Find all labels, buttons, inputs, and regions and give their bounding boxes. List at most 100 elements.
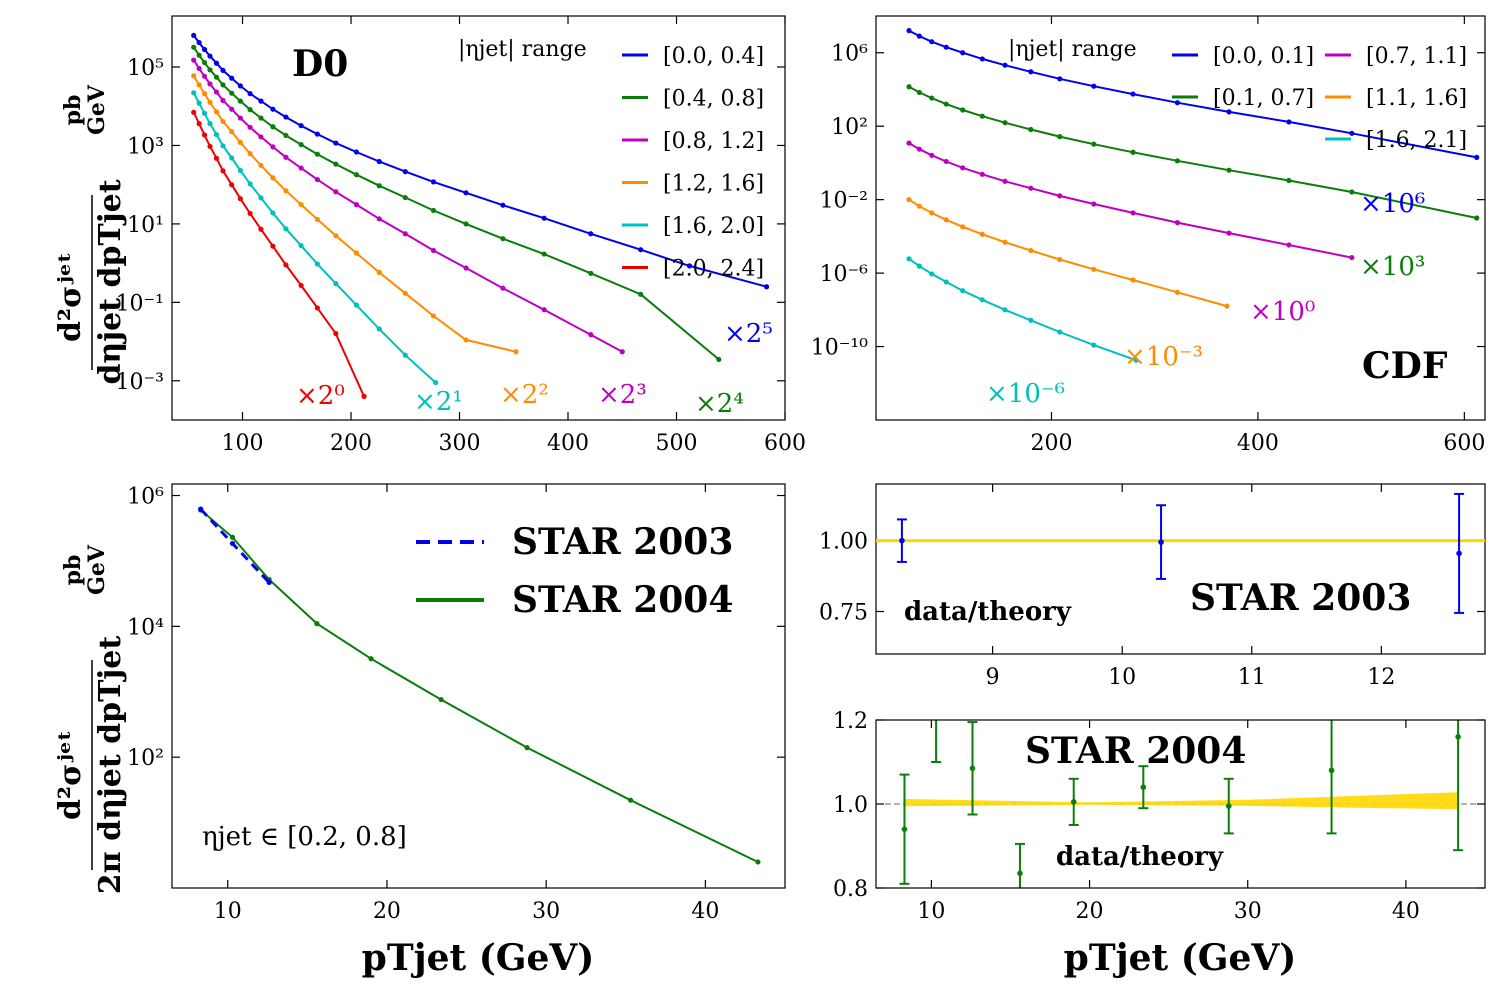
data-point [213,60,220,66]
data-point [1226,167,1232,173]
data-point [1286,177,1292,184]
legend-entry: [1.1, 1.6] [1366,86,1467,111]
data-point [191,73,197,79]
y-tick-label: 0.8 [833,877,868,902]
series-line-5 [192,111,365,397]
y-tick-label: 10⁻¹⁰ [811,336,868,361]
data-point [960,50,966,56]
data-point [314,176,320,183]
data-point [201,91,208,97]
x-tick-label: 12 [1367,665,1395,690]
data-point [1474,215,1480,221]
data-point [376,158,382,165]
data-point [298,282,304,289]
y-tick-label: 10² [127,746,164,771]
data-point [500,202,506,208]
panel-star: 10 20 30 40 10⁶ 10⁴ 10² STAR 2003 STAR 2004 ηjet … [127,483,786,924]
plot-frame [875,483,1486,655]
data-point [237,115,243,121]
y-tick-label: 0.75 [819,601,868,626]
data-point [237,98,243,104]
data-point [916,89,922,96]
data-point [270,243,276,249]
series-line-3 [908,198,1228,308]
data-point [960,165,966,171]
data-point [207,81,213,87]
data-point [627,797,634,803]
data-point [333,233,339,239]
data-point [283,154,289,160]
data-point [1130,91,1136,97]
data-point [201,110,208,116]
panel-cdf: 200 400 600 10⁶ 10² 10⁻² 10⁻⁶ 10⁻¹⁰ CDF |ηjet| ra… [811,15,1486,456]
data-point [1174,289,1181,295]
data-point [541,251,547,257]
series-line-2 [908,142,1352,259]
x-tick-label: 10 [917,899,945,924]
data-point [198,506,204,512]
x-axis-label-right: pTjet (GeV) [1064,937,1297,979]
series-line-0 [908,29,1477,159]
ratio-panel-title: STAR 2004 [1025,730,1246,772]
x-tick-label: 30 [532,899,560,924]
data-point [979,231,985,237]
data-point [247,210,253,217]
data-point [906,140,912,146]
data-point [916,33,922,39]
data-point [229,155,235,161]
y-tick-label: 10⁻² [820,189,868,214]
ratio-panel-sublabel: data/theory [904,597,1072,627]
legend-entry: [1.6, 2.0] [663,214,764,239]
data-point [258,226,264,232]
series-line-4 [192,92,437,384]
legend-entry: [0.1, 0.7] [1213,86,1314,111]
x-tick-label: 11 [1238,665,1266,690]
data-point [979,56,985,62]
x-tick-label: 20 [373,899,401,924]
x-tick-label: 400 [547,431,589,456]
data-point [333,281,339,287]
data-point [207,67,213,73]
data-point [298,123,304,129]
data-point [201,46,208,53]
data-point [1057,134,1063,140]
data-point [229,540,236,547]
data-point [314,151,320,157]
data-point [1091,201,1097,207]
x-tick-label: 500 [656,431,698,456]
data-point [333,161,339,167]
plot-frame [875,15,1486,421]
theory-uncertainty-band [904,792,1459,810]
data-point [298,142,304,148]
data-point [229,90,235,96]
data-point [906,197,912,203]
theory-uncertainty-band [876,539,1485,543]
x-tick-label: 400 [1237,431,1279,456]
data-point [353,302,360,308]
data-point [943,279,949,285]
y-axis-label-bottom-unit-numerator: pb [60,555,86,586]
legend-entry: [0.7, 1.1] [1366,44,1467,69]
data-point [213,155,220,161]
legend-entry: [0.8, 1.2] [663,129,764,154]
series-line-0 [199,508,271,584]
data-point [463,265,469,271]
data-point [1224,303,1230,309]
data-point [314,131,320,137]
scale-factor-label: ×2⁵ [724,319,773,349]
data-point [353,250,360,256]
y-tick-label: 10³ [127,134,164,159]
data-point [201,73,208,79]
scale-factor-label: ×10⁶ [1360,189,1425,219]
plot-frame [171,483,786,889]
data-point [763,284,770,290]
legend-entry: [1.2, 1.6] [663,172,764,197]
data-point [1174,220,1181,226]
data-point [906,256,912,262]
data-point [1226,109,1232,115]
data-point [213,74,220,80]
ratio-point [1225,803,1232,809]
data-point [247,91,253,97]
data-point [463,190,469,196]
data-point [1130,149,1136,155]
